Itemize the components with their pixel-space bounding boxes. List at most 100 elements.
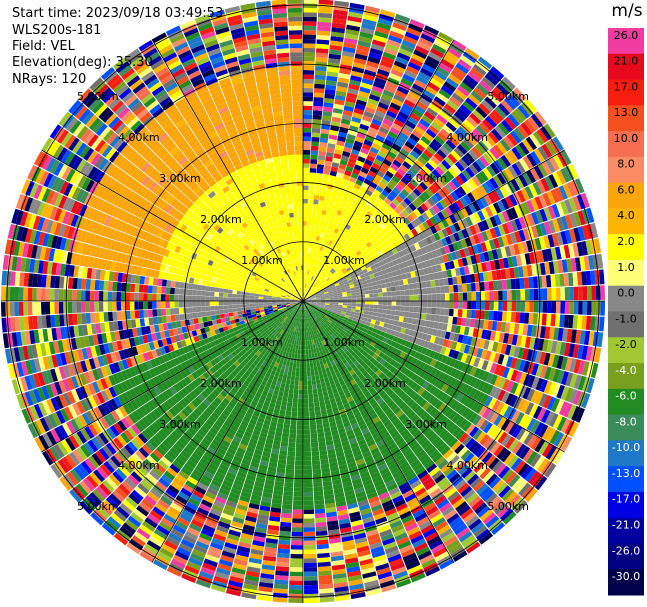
- velocity-gate: [375, 483, 387, 492]
- velocity-gate: [333, 337, 339, 343]
- velocity-gate: [344, 264, 350, 270]
- velocity-gate: [339, 252, 345, 258]
- velocity-gate: [258, 464, 268, 471]
- velocity-gate: [296, 429, 303, 435]
- velocity-gate: [281, 400, 288, 407]
- velocity-gate: [438, 255, 445, 264]
- velocity-gate: [279, 386, 285, 393]
- velocity-gate: [398, 481, 410, 491]
- velocity-gate: [572, 242, 580, 257]
- velocity-gate: [534, 237, 542, 251]
- velocity-gate: [298, 313, 301, 319]
- velocity-gate: [321, 272, 326, 277]
- velocity-gate: [451, 440, 462, 452]
- velocity-gate: [327, 179, 335, 186]
- velocity-gate: [254, 449, 263, 456]
- velocity-gate: [355, 345, 362, 352]
- velocity-gate: [303, 340, 306, 346]
- velocity-gate: [493, 387, 502, 400]
- velocity-gate: [437, 189, 447, 199]
- velocity-gate: [342, 298, 348, 301]
- velocity-gate: [337, 366, 343, 373]
- velocity-gate: [491, 399, 501, 412]
- velocity-gate: [331, 327, 337, 333]
- velocity-gate: [337, 135, 347, 143]
- velocity-gate: [390, 340, 397, 348]
- velocity-gate: [306, 303, 311, 307]
- velocity-gate: [362, 280, 368, 285]
- velocity-gate: [390, 430, 400, 439]
- velocity-gate: [527, 375, 536, 388]
- velocity-gate: [428, 124, 440, 135]
- velocity-gate: [464, 385, 474, 396]
- velocity-gate: [409, 289, 414, 296]
- velocity-gate: [317, 552, 330, 559]
- velocity-gate: [289, 580, 303, 586]
- velocity-gate: [516, 190, 526, 203]
- velocity-gate: [450, 191, 460, 202]
- velocity-gate: [235, 508, 247, 516]
- velocity-gate: [389, 190, 398, 199]
- velocity-gate: [322, 262, 328, 268]
- velocity-gate: [309, 331, 313, 336]
- velocity-gate: [303, 203, 308, 208]
- velocity-gate: [390, 310, 396, 316]
- velocity-gate: [333, 358, 339, 365]
- velocity-gate: [427, 81, 441, 92]
- velocity-gate: [334, 315, 340, 320]
- velocity-gate: [305, 256, 308, 262]
- velocity-gate: [294, 380, 299, 386]
- velocity-gate: [550, 314, 556, 327]
- velocity-gate: [387, 323, 394, 330]
- velocity-gate: [447, 397, 456, 408]
- velocity-gate: [333, 581, 349, 588]
- velocity-gate: [341, 535, 354, 543]
- velocity-gate: [430, 121, 443, 132]
- velocity-gate: [313, 101, 324, 107]
- velocity-gate: [355, 321, 362, 327]
- velocity-gate: [329, 216, 335, 223]
- velocity-gate: [437, 442, 448, 453]
- velocity-gate: [377, 325, 384, 331]
- velocity-gate: [336, 209, 343, 216]
- velocity-gate: [313, 262, 318, 268]
- velocity-gate: [311, 455, 320, 461]
- velocity-gate: [510, 178, 521, 192]
- velocity-gate: [410, 271, 416, 278]
- velocity-gate: [569, 286, 574, 301]
- velocity-gate: [364, 373, 372, 381]
- velocity-gate: [303, 194, 309, 199]
- velocity-gate: [320, 463, 330, 469]
- velocity-gate: [372, 451, 382, 459]
- velocity-gate: [311, 287, 315, 292]
- velocity-gate: [316, 302, 321, 304]
- velocity-gate: [578, 301, 583, 315]
- velocity-gate: [375, 232, 383, 240]
- velocity-gate: [518, 482, 531, 497]
- velocity-gate: [334, 99, 345, 106]
- velocity-gate: [386, 338, 393, 346]
- velocity-gate: [372, 554, 387, 563]
- velocity-gate: [436, 239, 444, 248]
- velocity-gate: [522, 415, 533, 429]
- velocity-gate: [303, 487, 313, 492]
- velocity-gate: [453, 292, 459, 301]
- velocity-gate: [404, 266, 411, 274]
- velocity-gate: [341, 178, 349, 185]
- velocity-gate: [311, 298, 317, 300]
- velocity-gate: [310, 429, 317, 435]
- velocity-gate: [280, 382, 286, 388]
- velocity-gate: [465, 514, 480, 527]
- velocity-gate: [398, 316, 404, 322]
- velocity-gate: [371, 390, 379, 398]
- velocity-gate: [377, 181, 387, 190]
- velocity-gate: [501, 434, 512, 447]
- velocity-gate: [325, 269, 330, 275]
- velocity-gate: [432, 517, 446, 528]
- velocity-gate: [285, 361, 291, 367]
- velocity-gate: [290, 553, 303, 559]
- velocity-gate: [386, 511, 399, 521]
- velocity-gate: [435, 307, 441, 315]
- velocity-gate: [521, 485, 535, 500]
- velocity-gate: [288, 589, 303, 595]
